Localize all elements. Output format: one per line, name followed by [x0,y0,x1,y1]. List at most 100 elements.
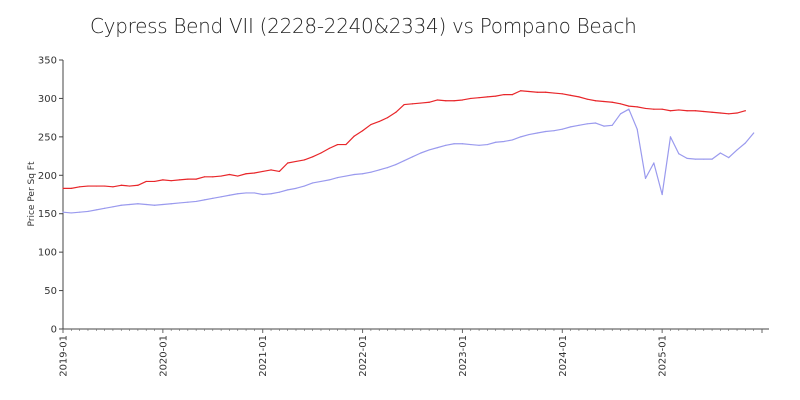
data-point [403,160,405,162]
data-point [486,96,488,98]
y-tick-label: 150 [38,209,57,220]
data-point [245,192,247,194]
data-point [520,136,522,138]
data-point [436,147,439,149]
data-point [87,185,89,187]
data-point [511,93,513,96]
data-point [162,203,164,206]
data-point [653,162,655,164]
data-point [703,110,705,113]
y-tick-label: 100 [38,248,57,259]
data-point [128,203,131,206]
data-point [370,171,372,173]
data-point [411,156,414,158]
data-point [395,111,397,113]
data-point [378,120,380,123]
data-point [753,132,755,134]
data-point [728,157,730,159]
data-point [511,139,513,141]
data-point [137,184,139,186]
data-point [528,90,530,93]
data-point [262,193,264,196]
data-point [237,193,239,195]
data-point [403,103,405,106]
data-point [361,173,364,175]
data-point [586,123,588,125]
data-point [312,182,314,184]
series-line [62,108,755,214]
data-point [361,130,364,132]
data-point [570,126,572,128]
data-point [328,147,330,149]
x-tick-label: 2019-01 [59,335,70,377]
data-point [153,204,156,206]
data-point [62,211,64,213]
data-point [553,92,555,94]
data-point [711,158,713,160]
data-point [728,113,730,115]
data-point [445,100,447,102]
data-point [345,143,347,146]
data-point [253,192,255,194]
data-point [453,143,455,145]
data-point [561,93,563,95]
data-point [445,144,447,146]
data-point [478,97,480,99]
data-point [145,180,147,183]
data-point [187,201,189,203]
data-point [220,175,222,177]
data-point [120,204,122,206]
data-point [619,103,622,105]
data-point [170,180,172,182]
data-point [153,180,156,183]
data-point [245,173,247,175]
data-point [295,160,297,163]
data-point [436,99,439,101]
data-point [503,140,505,143]
data-point [178,202,181,204]
data-point [719,112,722,114]
data-point [594,100,597,102]
data-point [295,187,297,189]
data-point [145,203,147,206]
data-point [237,175,239,177]
data-point [486,143,488,146]
data-point [270,193,272,195]
data-point [262,170,264,173]
data-point [520,90,522,92]
data-point [644,177,647,179]
data-point [636,128,638,130]
data-point [378,169,380,171]
data-point [395,163,397,166]
data-point [345,175,347,177]
data-point [353,135,355,137]
data-point [104,207,106,209]
data-point [104,185,106,187]
data-point [203,176,206,178]
data-point [287,162,289,164]
data-point [495,141,497,143]
x-tick-label: 2022-01 [358,335,369,377]
data-point [195,200,197,203]
data-point [212,176,214,178]
y-tick-label: 50 [44,286,57,297]
data-point [669,110,672,112]
data-point [636,106,638,108]
data-point [228,173,231,176]
data-point [370,123,372,126]
data-point [87,210,89,213]
data-point [137,203,139,205]
data-point [353,173,355,176]
series-line [63,90,746,189]
data-point [503,93,505,96]
y-axis-label: Price Per Sq Ft [27,161,37,226]
y-tick-label: 250 [38,132,57,143]
data-point [661,193,663,196]
data-point [661,108,663,110]
series-layer [62,90,755,214]
data-point [62,187,64,189]
data-point [278,170,280,173]
data-point [328,179,330,181]
data-point [70,187,72,189]
y-tick-label: 350 [38,56,57,67]
